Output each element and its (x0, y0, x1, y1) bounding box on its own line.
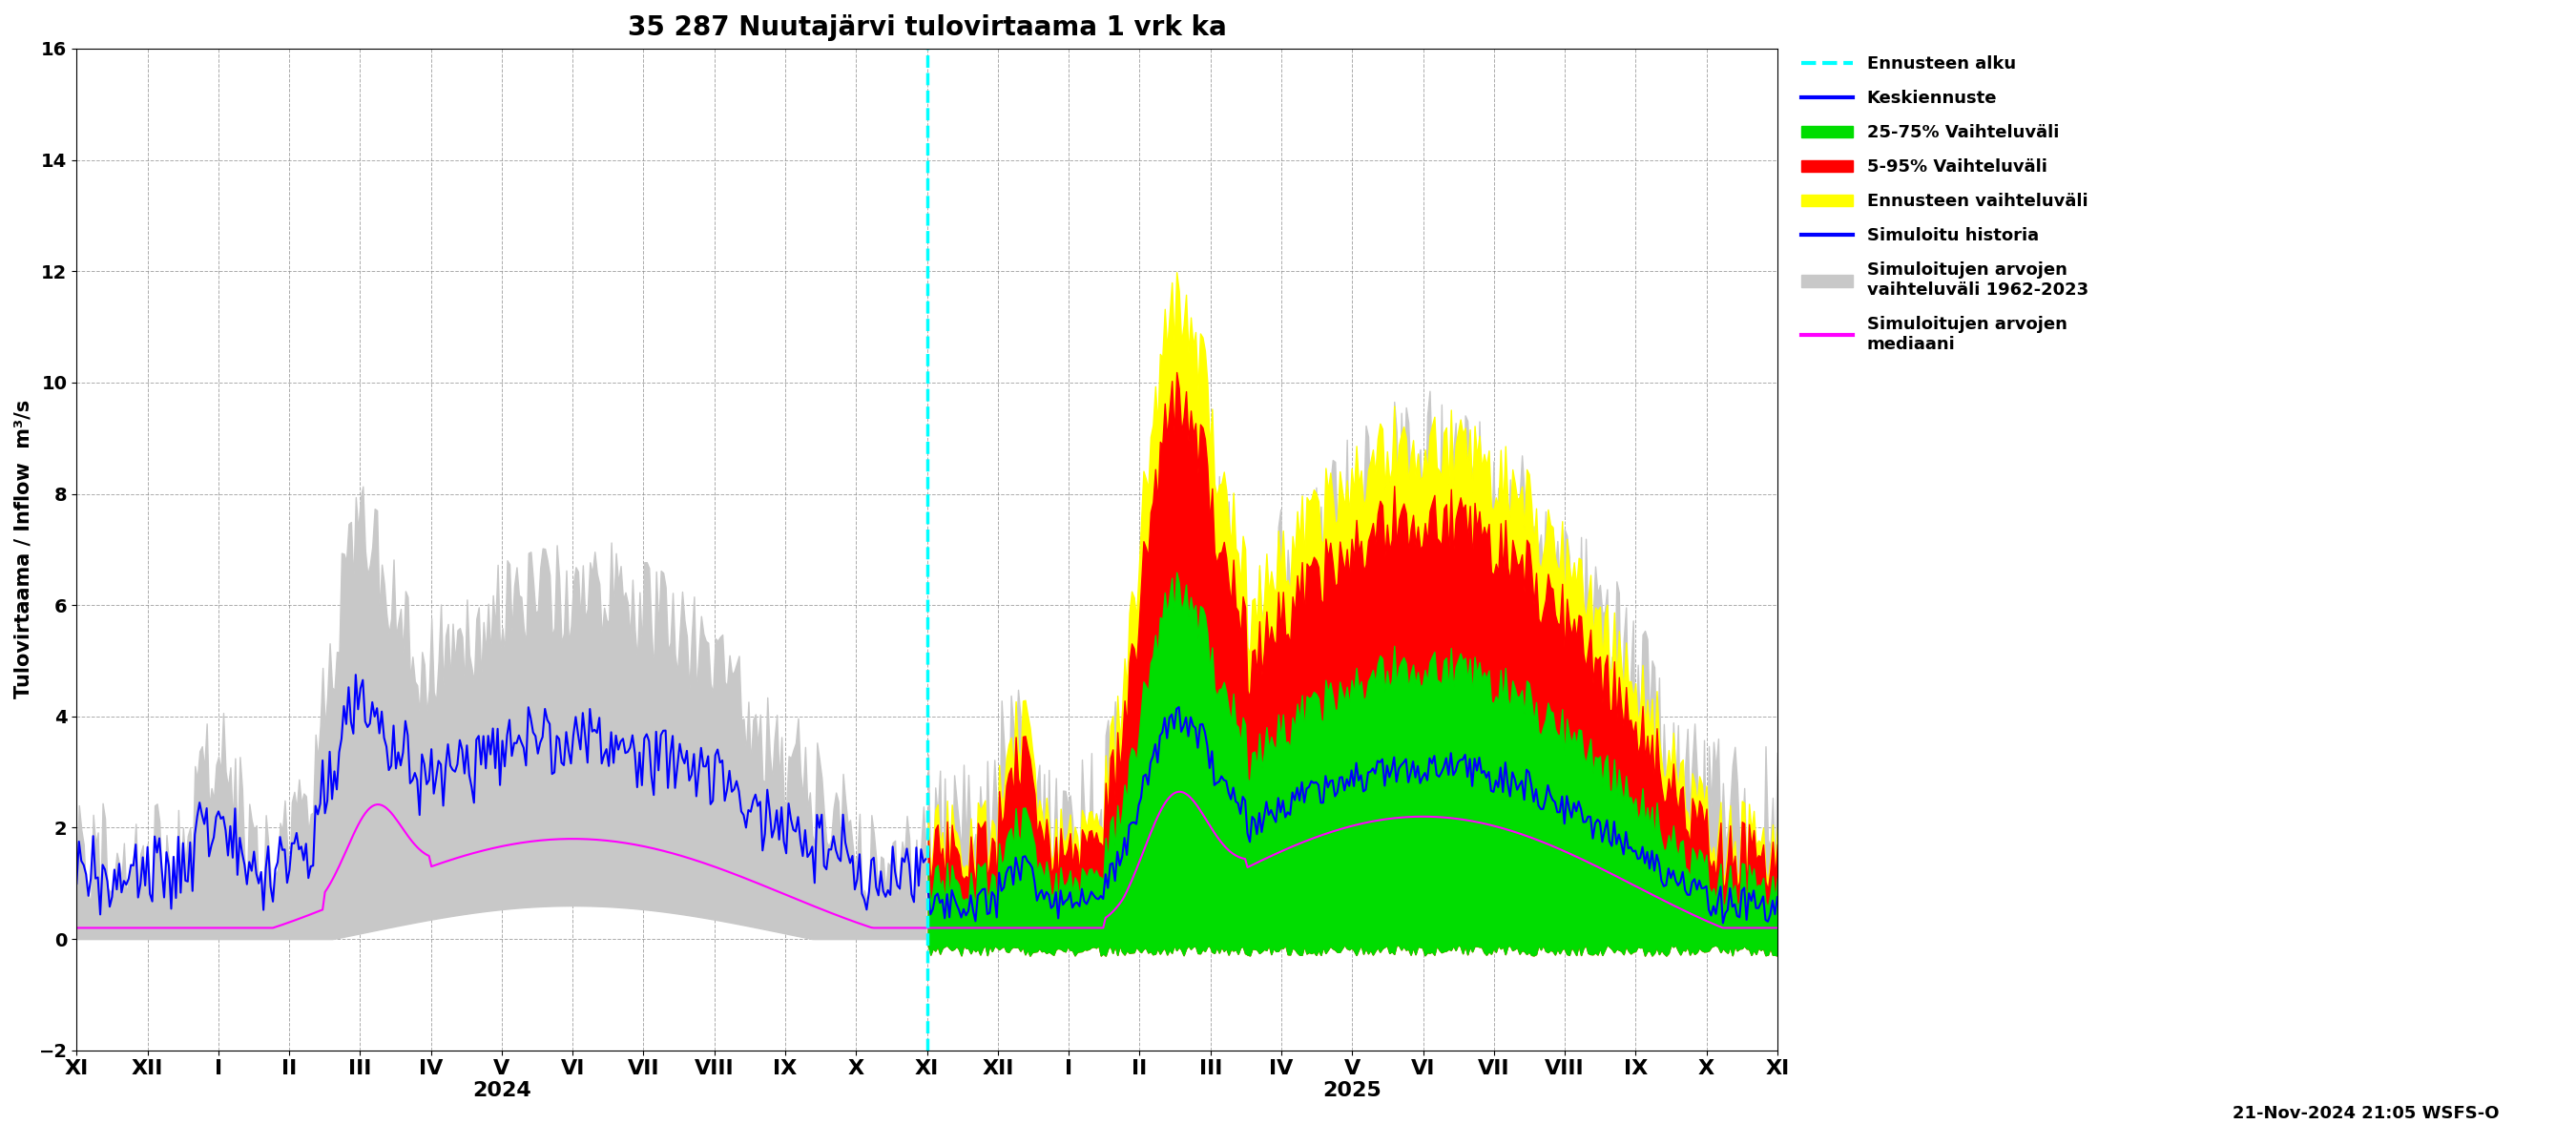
Text: 2025: 2025 (1321, 1081, 1381, 1100)
Text: 21-Nov-2024 21:05 WSFS-O: 21-Nov-2024 21:05 WSFS-O (2231, 1105, 2499, 1122)
Title: 35 287 Nuutajärvi tulovirtaama 1 vrk ka: 35 287 Nuutajärvi tulovirtaama 1 vrk ka (629, 14, 1226, 41)
Legend: Ennusteen alku, Keskiennuste, 25-75% Vaihteluväli, 5-95% Vaihteluväli, Ennusteen: Ennusteen alku, Keskiennuste, 25-75% Vai… (1795, 48, 2094, 360)
Text: 2024: 2024 (471, 1081, 531, 1100)
Y-axis label: Tulovirtaama / Inflow  m³/s: Tulovirtaama / Inflow m³/s (15, 400, 33, 698)
